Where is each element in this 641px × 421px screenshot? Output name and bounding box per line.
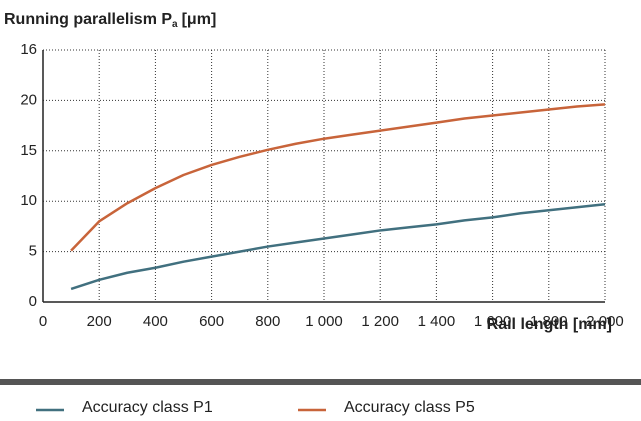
- chart-title: Running parallelism Pa [μm]: [4, 11, 216, 29]
- y-tick-label: 15: [20, 142, 37, 159]
- x-tick-label: 600: [199, 313, 224, 330]
- y-tick-label: 20: [20, 91, 37, 108]
- x-tick-label: 2 000: [586, 313, 624, 330]
- y-tick-label: 0: [29, 293, 37, 310]
- x-axis-label: Rail length [mm]: [487, 316, 612, 333]
- series-line: [70, 202, 606, 291]
- x-tick-label: 1 000: [305, 313, 343, 330]
- x-tick-label: 1 200: [361, 313, 399, 330]
- legend-label: Accuracy class P5: [344, 399, 475, 416]
- y-tick-label: 16: [20, 41, 37, 58]
- x-tick-label: 1 800: [530, 313, 568, 330]
- x-tick-label: 0: [39, 313, 47, 330]
- title-subscript: a: [172, 19, 178, 30]
- y-tick-label: 10: [20, 192, 37, 209]
- x-tick-label: 200: [87, 313, 112, 330]
- y-tick-label: 5: [29, 243, 37, 260]
- legend-label: Accuracy class P1: [82, 399, 213, 416]
- x-tick-label: 1 600: [474, 313, 512, 330]
- series-line: [70, 103, 606, 252]
- x-tick-label: 400: [143, 313, 168, 330]
- title-unit: [μm]: [182, 11, 217, 28]
- x-tick-label: 800: [255, 313, 280, 330]
- divider: [0, 379, 641, 385]
- x-tick-label: 1 400: [418, 313, 456, 330]
- title-main: Running parallelism P: [4, 11, 172, 28]
